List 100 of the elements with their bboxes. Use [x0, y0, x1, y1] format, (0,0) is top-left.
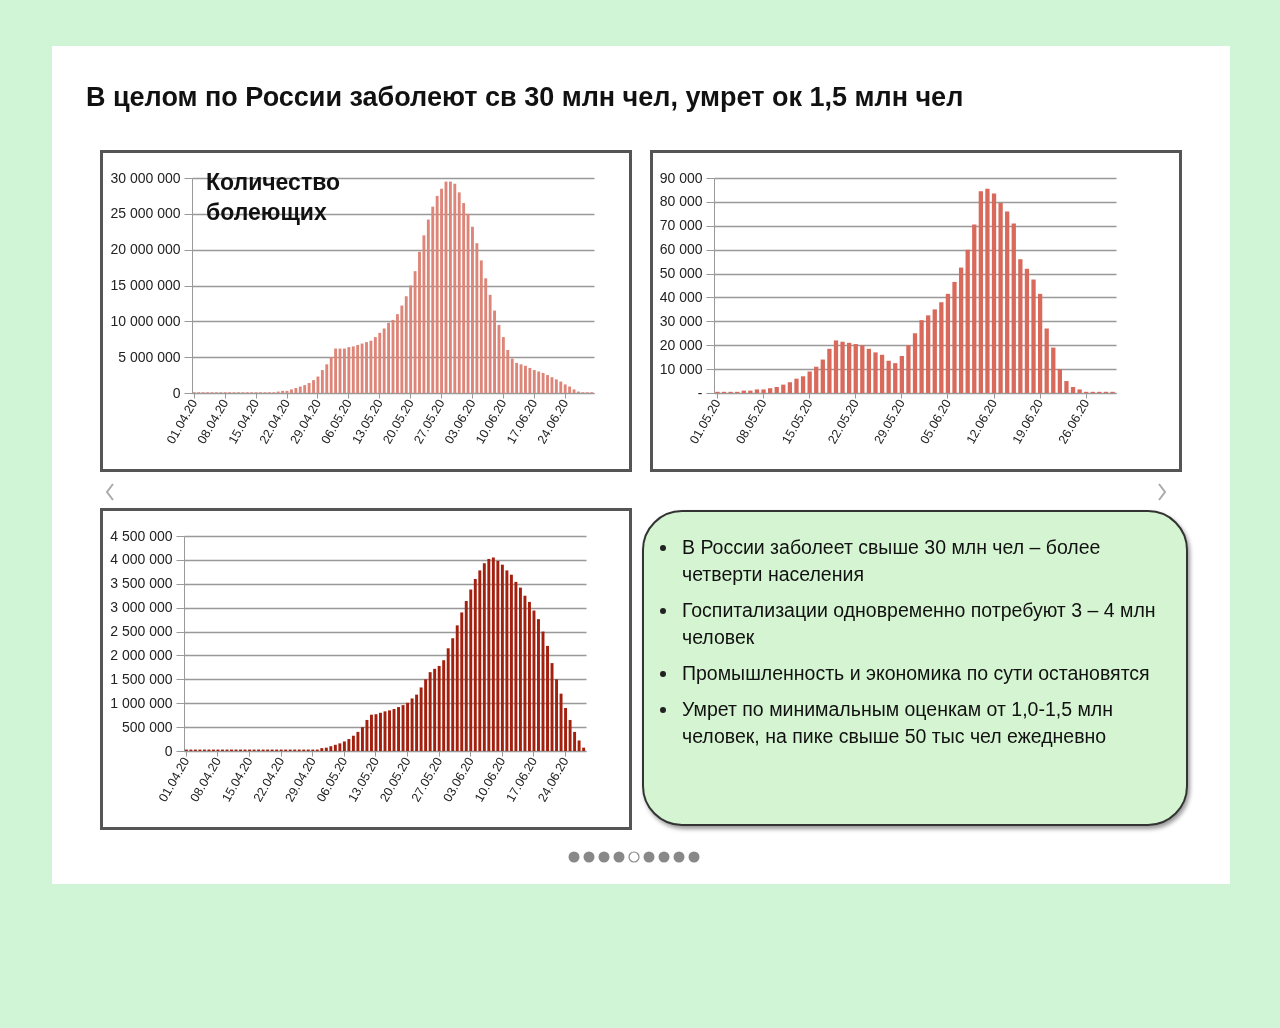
bar	[532, 370, 536, 393]
y-tick-label: 15 000 000	[110, 277, 181, 293]
bar	[965, 249, 970, 393]
bar	[559, 693, 563, 751]
y-tick-label: 20 000 000	[110, 241, 181, 258]
bar	[1024, 268, 1030, 393]
bar	[356, 731, 360, 751]
bar	[1070, 387, 1076, 393]
bar	[800, 376, 806, 393]
bar	[422, 235, 426, 393]
y-tick-label: 500 000	[121, 718, 173, 735]
bar	[469, 589, 473, 751]
bar	[853, 344, 858, 393]
bar	[460, 612, 464, 751]
bar	[369, 714, 373, 751]
y-tick-label: 1 000 000	[110, 694, 173, 711]
bar	[428, 672, 432, 751]
bar	[338, 743, 342, 751]
y-tick-label: 20 000	[659, 336, 703, 353]
bar	[1051, 347, 1056, 393]
bar	[1044, 328, 1049, 393]
bar	[528, 367, 532, 393]
bar	[365, 719, 369, 751]
bar	[334, 348, 338, 393]
bar	[501, 337, 505, 393]
bar	[972, 224, 977, 393]
bar	[433, 668, 437, 751]
y-tick-label: -	[697, 384, 703, 401]
bar	[939, 302, 944, 393]
bar	[431, 206, 435, 393]
bar	[754, 389, 760, 393]
bar	[1011, 223, 1016, 393]
bar	[378, 332, 382, 393]
bar	[333, 744, 337, 751]
bar	[748, 390, 753, 393]
bar	[365, 342, 368, 393]
bar	[487, 558, 491, 751]
bar	[457, 192, 461, 393]
bar	[820, 359, 825, 393]
bar	[440, 188, 443, 393]
bar	[479, 260, 483, 393]
y-tick-label: 80 000	[659, 193, 703, 210]
bar	[978, 191, 983, 393]
bar	[401, 705, 405, 751]
bar	[518, 587, 522, 751]
bar	[312, 380, 315, 393]
bar	[827, 348, 832, 393]
bar	[568, 386, 572, 393]
text: Умрет по минимальным оценкам от 1,0-1,5 млн человек, на пике свыше 50 тыс чел ежедневно	[681, 697, 1114, 749]
bar	[509, 574, 513, 751]
text: Промышленность и экономика по сути остановятся	[681, 661, 1151, 686]
bar	[563, 384, 567, 393]
bar	[985, 188, 990, 393]
bar	[1005, 211, 1010, 393]
bar	[400, 305, 404, 393]
bar	[369, 340, 373, 393]
bar	[491, 557, 495, 751]
bar	[794, 378, 799, 393]
bar	[453, 183, 457, 393]
bar	[303, 385, 307, 393]
bar	[860, 345, 865, 393]
y-tick-label: 5 000 000	[118, 348, 181, 365]
bar	[879, 354, 885, 393]
bar	[488, 294, 492, 393]
bar	[409, 285, 413, 393]
bar	[559, 381, 563, 393]
bar	[886, 360, 891, 393]
chart-title: В целом по России заболеют св 30 млн чел, умрет ок 1,5 млн чел	[86, 82, 964, 113]
bar	[410, 698, 414, 751]
bar	[294, 387, 298, 393]
bar	[360, 343, 364, 393]
bar	[406, 702, 410, 751]
bar	[1031, 279, 1036, 393]
bar	[893, 363, 898, 393]
bar	[840, 341, 845, 393]
y-tick-label: 30 000	[659, 312, 703, 329]
bar	[1057, 369, 1062, 393]
bar	[537, 371, 541, 393]
bar	[320, 748, 324, 751]
y-tick-label: 4 000 000	[110, 551, 173, 568]
bar	[761, 389, 766, 393]
bar	[351, 735, 355, 751]
bar	[952, 281, 957, 393]
bar	[807, 371, 812, 393]
bar	[958, 267, 964, 393]
bar	[1077, 389, 1082, 393]
bar	[1037, 293, 1043, 393]
y-tick-label: 50 000	[659, 265, 703, 282]
bar	[424, 679, 428, 751]
bar	[833, 340, 839, 393]
bar	[577, 740, 581, 751]
bar	[991, 193, 997, 393]
bar	[541, 372, 545, 393]
bar	[814, 366, 819, 393]
bar	[379, 712, 382, 751]
bar	[298, 386, 302, 393]
bar	[546, 645, 549, 751]
bar	[537, 619, 540, 751]
bar	[343, 348, 346, 393]
bar	[906, 345, 911, 393]
